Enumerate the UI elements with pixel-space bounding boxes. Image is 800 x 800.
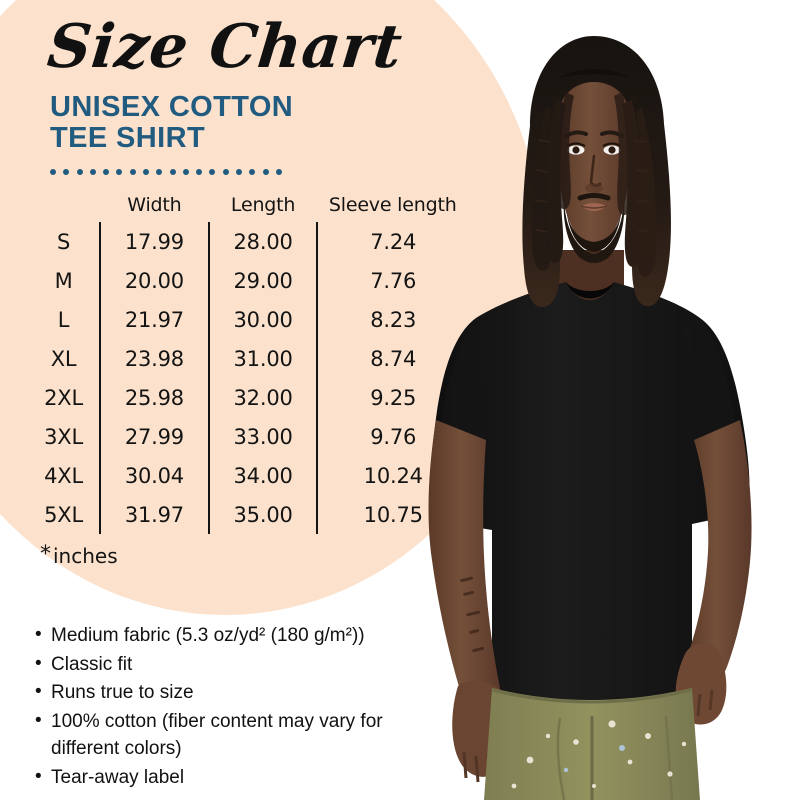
cell-length: 28.00 <box>207 222 318 261</box>
table-row: 3XL 27.99 33.00 9.76 <box>28 417 468 456</box>
divider-dot <box>156 168 163 175</box>
column-header-sleeve: Sleeve length <box>328 194 457 216</box>
table-row: 4XL 30.04 34.00 10.24 <box>28 456 468 495</box>
divider-dot <box>116 168 123 175</box>
cell-width: 30.04 <box>99 456 209 495</box>
feature-item: Medium fabric (5.3 oz/yd² (180 g/m²)) <box>34 621 434 650</box>
cell-width: 21.97 <box>99 300 209 339</box>
cell-length: 30.00 <box>207 300 318 339</box>
cell-length: 33.00 <box>207 417 318 456</box>
cell-size: 3XL <box>44 424 83 449</box>
cell-length: 35.00 <box>207 495 318 534</box>
table-row: S 17.99 28.00 7.24 <box>28 222 468 261</box>
feature-item: Runs true to size <box>34 678 434 707</box>
cell-size: M <box>54 268 73 293</box>
divider-dot <box>63 168 70 175</box>
divider-dot <box>103 168 110 175</box>
features-list: Medium fabric (5.3 oz/yd² (180 g/m²))Cla… <box>34 621 434 792</box>
table-row: M 20.00 29.00 7.76 <box>28 261 468 300</box>
table-body: S 17.99 28.00 7.24 M 20.00 29.00 7.76 L 21.97 30.0… <box>28 222 468 534</box>
units-note-star: * <box>40 542 51 567</box>
cell-size: XL <box>50 346 77 371</box>
divider-dot <box>235 168 242 175</box>
cell-sleeve: 7.24 <box>316 222 468 261</box>
cell-width: 20.00 <box>99 261 209 300</box>
divider-dot <box>209 168 216 175</box>
divider-dot <box>222 168 229 175</box>
cell-length: 29.00 <box>207 261 318 300</box>
cell-size: L <box>57 307 70 332</box>
divider-dot <box>129 168 136 175</box>
divider-dot <box>249 168 256 175</box>
column-header-size <box>28 188 100 222</box>
divider-dot <box>142 168 149 175</box>
column-header-length: Length <box>230 194 296 216</box>
cell-length: 34.00 <box>207 456 318 495</box>
feature-item: Tear-away label <box>34 763 434 792</box>
cell-sleeve: 7.76 <box>316 261 468 300</box>
divider-dot <box>275 168 282 175</box>
cell-sleeve: 9.25 <box>316 378 468 417</box>
cell-width: 27.99 <box>99 417 209 456</box>
cell-sleeve: 8.74 <box>316 339 468 378</box>
chart-content: Size Chart UNISEX COTTON TEE SHIRT Width… <box>0 0 470 800</box>
units-note: * inches <box>40 542 118 568</box>
table-row: L 21.97 30.00 8.23 <box>28 300 468 339</box>
cell-sleeve: 10.75 <box>316 495 468 534</box>
size-chart-table: Width Length Sleeve length S 17.99 28.00 7.… <box>28 188 468 534</box>
table-header-row: Width Length Sleeve length <box>28 188 468 222</box>
dotted-divider <box>50 168 282 175</box>
cell-size: S <box>56 229 71 254</box>
cell-length: 31.00 <box>207 339 318 378</box>
divider-dot <box>196 168 203 175</box>
cell-sleeve: 8.23 <box>316 300 468 339</box>
cell-size: 4XL <box>44 463 83 488</box>
cell-width: 25.98 <box>99 378 209 417</box>
units-note-text: inches <box>53 544 118 568</box>
table-row: 5XL 31.97 35.00 10.75 <box>28 495 468 534</box>
page-title-script: Size Chart <box>44 12 406 82</box>
cell-width: 23.98 <box>99 339 209 378</box>
divider-dot <box>50 168 56 175</box>
divider-dot <box>89 168 96 175</box>
page-subtitle-line2: TEE SHIRT <box>50 122 206 154</box>
table-row: XL 23.98 31.00 8.74 <box>28 339 468 378</box>
cell-width: 31.97 <box>99 495 209 534</box>
page-subtitle-line1: UNISEX COTTON <box>50 91 294 123</box>
divider-dot <box>262 168 269 175</box>
divider-dot <box>76 168 83 175</box>
column-header-width: Width <box>127 194 182 216</box>
cell-sleeve: 10.24 <box>316 456 468 495</box>
cell-size: 2XL <box>44 385 83 410</box>
table-row: 2XL 25.98 32.00 9.25 <box>28 378 468 417</box>
divider-dot <box>182 168 189 175</box>
cell-length: 32.00 <box>207 378 318 417</box>
cell-sleeve: 9.76 <box>316 417 468 456</box>
divider-dot <box>169 168 176 175</box>
cell-width: 17.99 <box>99 222 209 261</box>
table-header: Width Length Sleeve length <box>28 188 468 222</box>
feature-item: 100% cotton (fiber content may vary for … <box>34 707 434 763</box>
cell-size: 5XL <box>44 502 83 527</box>
feature-item: Classic fit <box>34 650 434 679</box>
page-subtitle: UNISEX COTTON TEE SHIRT <box>50 92 380 154</box>
